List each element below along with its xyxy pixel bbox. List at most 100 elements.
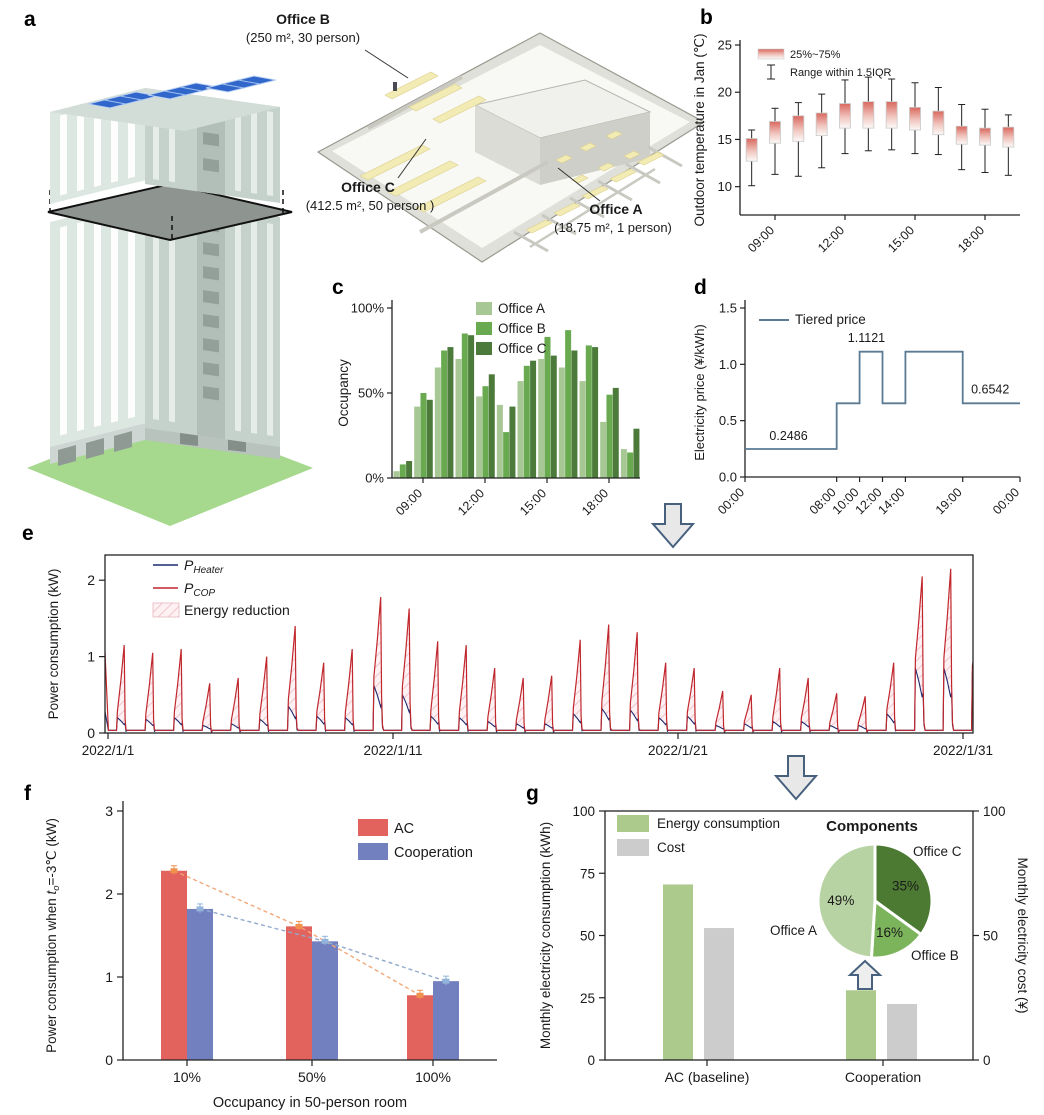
bar-cooperation	[312, 941, 338, 1060]
pie-slice-office-a	[816, 842, 877, 960]
bar-office-c	[509, 406, 516, 478]
x-tick-label: 00:00	[990, 485, 1022, 517]
legend-swatch	[617, 815, 649, 832]
panel-g-monthly-chart: 0 25 50 75 100 0 50 100 AC (baseline) Cooperation…	[538, 804, 1030, 1085]
bar-ac	[161, 870, 187, 1060]
bar-office-b	[523, 365, 530, 478]
bar-office-a	[558, 367, 565, 478]
legend-label: Tiered price	[795, 312, 866, 327]
ceiling-lights	[359, 71, 665, 234]
bar-office-a	[620, 449, 627, 478]
x-tick-label: 09:00	[745, 223, 777, 255]
box	[932, 110, 945, 136]
panel-f-occupancy-power-chart: 0 1 2 3 10% 50% 100% Occupancy in 50-person roo…	[44, 801, 497, 1111]
office-c-wall	[419, 160, 549, 234]
legend-label: Energy reduction	[184, 602, 290, 618]
legend-swatch	[757, 48, 785, 60]
bar-cooperation	[433, 981, 459, 1060]
x-tick-label: 2022/1/1	[82, 743, 135, 758]
y-tick-label: 0.5	[719, 413, 737, 428]
office-a-pointer-line	[557, 167, 601, 202]
lower-tower-left-face	[50, 198, 145, 447]
bar-energy-consumption	[846, 990, 876, 1060]
legend-label: AC	[394, 821, 414, 837]
pie-pct-label: 49%	[827, 893, 854, 908]
bar-office-b	[461, 333, 468, 478]
bar-office-a	[600, 421, 607, 478]
legend-label: Energy consumption	[657, 816, 780, 831]
y-tick-label-right: 50	[983, 929, 998, 944]
x-tick-label: 100%	[415, 1069, 451, 1085]
x-tick-label: 09:00	[393, 486, 425, 518]
box	[792, 115, 805, 142]
office-c-name: Office C	[341, 179, 395, 195]
y-tick-label-left: 25	[580, 991, 595, 1006]
legend-swatch	[476, 302, 492, 315]
bar-office-c	[550, 355, 557, 478]
x-tick-label: 2022/1/21	[648, 743, 708, 758]
bar-office-a	[393, 471, 400, 478]
bar-office-a	[414, 406, 421, 478]
bar-office-c	[530, 360, 537, 478]
extracted-floor-slab	[47, 182, 293, 242]
y-tick-label-right: 0	[983, 1053, 991, 1068]
y-tick-label: 1.0	[719, 357, 737, 372]
bar-ac	[286, 926, 312, 1060]
box	[839, 103, 851, 129]
legend-swatch	[152, 602, 180, 618]
y-tick-label: 50%	[358, 386, 384, 401]
legend-swatch	[358, 843, 388, 860]
bar-office-b	[420, 393, 427, 478]
legend-swatch	[476, 322, 492, 335]
bar-cost	[704, 928, 734, 1060]
bar-office-b	[503, 432, 510, 478]
core-left-face	[475, 105, 540, 185]
bar-office-a	[476, 396, 483, 478]
bar-office-a	[579, 381, 586, 478]
flow-up-arrow-icon	[847, 959, 883, 990]
y-tick-label-left: 100	[572, 804, 595, 819]
bar-top-marker	[416, 992, 424, 998]
bar-top-marker	[295, 923, 303, 929]
y-tick-label: 0	[87, 725, 95, 741]
office-c-detail: (412.5 m², 50 person )	[306, 198, 435, 213]
pie-slice-label: Office B	[911, 948, 959, 963]
x-tick-label: 18:00	[579, 486, 611, 518]
pie-pct-label: 16%	[876, 925, 903, 940]
legend-swatch	[617, 839, 649, 856]
box	[815, 112, 828, 137]
floorplan-labels: Office B (250 m², 30 person) Office C (4…	[246, 11, 672, 235]
bar-office-c	[426, 399, 433, 478]
pie-slice-label: Office A	[770, 923, 817, 938]
y-axis-label: Power consumption when to=-3℃ (kW)	[44, 818, 62, 1053]
bar-office-c	[447, 347, 454, 478]
x-tick-label: 15:00	[517, 486, 549, 518]
bar-office-a	[434, 367, 441, 478]
bar-office-c	[468, 335, 475, 478]
pie-slice-office-c	[873, 842, 934, 937]
box	[862, 101, 875, 129]
x-tick-label: 2022/1/11	[363, 743, 422, 758]
bar-office-b	[544, 336, 551, 478]
x-tick-label: 00:00	[715, 485, 747, 517]
bar-office-b	[441, 350, 448, 478]
bar-office-c	[633, 428, 640, 478]
y-tick-label: 1.5	[719, 301, 737, 316]
y-tick-label: 0.0	[719, 470, 737, 485]
office-b-detail: (250 m², 30 person)	[246, 30, 360, 45]
y-tick-label: 0%	[365, 471, 384, 486]
bar-office-a	[496, 404, 503, 478]
bar-office-c	[406, 461, 413, 478]
x-tick-label: 18:00	[955, 223, 987, 255]
y-axis-label: Power consumption (kW)	[46, 569, 61, 720]
x-axis-label: Occupancy in 50-person room	[213, 1095, 407, 1111]
price-annotation: 0.6542	[971, 383, 1009, 397]
panel-letter-e: e	[22, 522, 34, 545]
panel-letter-f: f	[24, 782, 31, 805]
plot-frame	[104, 554, 974, 734]
office-a-name: Office A	[589, 201, 642, 217]
y-tick-label-right: 100	[983, 804, 1006, 819]
bar-office-a	[517, 381, 524, 478]
